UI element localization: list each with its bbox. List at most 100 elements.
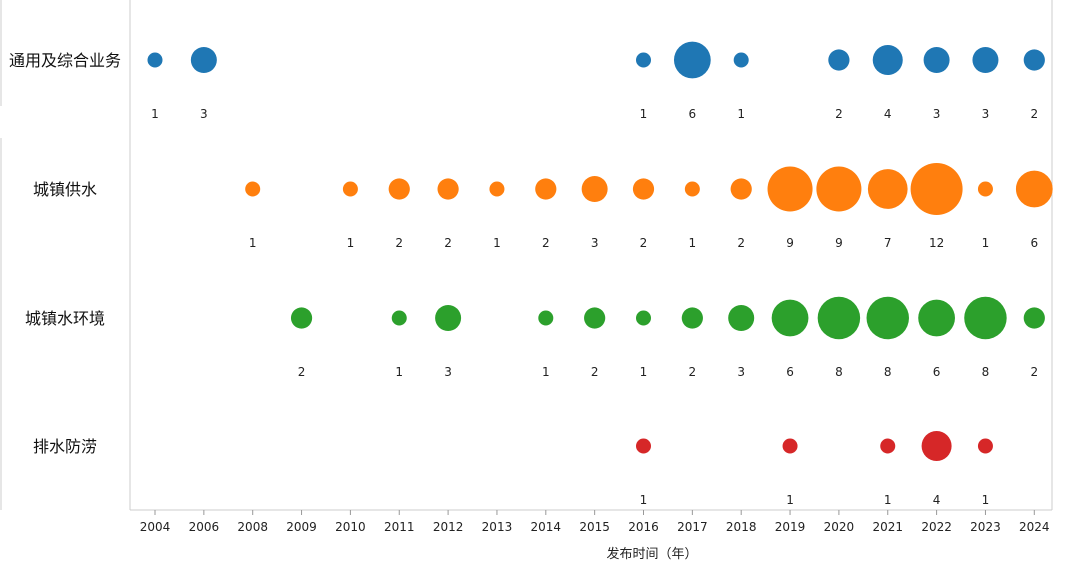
x-tick-label: 2009	[286, 520, 317, 534]
x-tick-label: 2016	[628, 520, 659, 534]
bubble-count-label: 2	[395, 236, 403, 250]
bubble	[782, 438, 798, 454]
bubble	[147, 52, 163, 68]
x-tick-label: 2024	[1019, 520, 1050, 534]
bubble	[581, 176, 608, 202]
bubble-count-label: 3	[444, 365, 452, 379]
x-tick-label: 2022	[921, 520, 952, 534]
bubble-count-label: 1	[249, 236, 257, 250]
bubble-count-label: 1	[395, 365, 403, 379]
bubble-count-label: 2	[1030, 107, 1038, 121]
bubble-count-label: 1	[786, 493, 794, 507]
bubble-count-label: 1	[640, 365, 648, 379]
x-tick-label: 2012	[433, 520, 464, 534]
bubble	[977, 438, 993, 454]
bubble	[977, 181, 993, 197]
bubble	[866, 296, 909, 340]
bubble-layer	[147, 41, 1053, 462]
bubble-count-label: 7	[884, 236, 892, 250]
bubble	[923, 47, 950, 73]
bubble	[828, 49, 850, 71]
x-tick-label: 2011	[384, 520, 415, 534]
bubble	[733, 52, 749, 68]
bubble	[635, 52, 652, 68]
bubble	[673, 41, 711, 79]
x-tick-label: 2014	[531, 520, 562, 534]
bubble	[342, 181, 358, 197]
bubble	[391, 310, 407, 326]
bubble	[910, 163, 963, 215]
x-tick-label: 2020	[824, 520, 855, 534]
bubble-count-label: 2	[689, 365, 697, 379]
bubble-count-label: 3	[933, 107, 941, 121]
x-tick-label: 2010	[335, 520, 366, 534]
bubble-count-label: 4	[933, 493, 941, 507]
bubble	[918, 299, 955, 337]
bubble	[635, 438, 652, 454]
bubble	[435, 305, 462, 331]
axis-layer	[0, 0, 1053, 515]
bubble-count-label: 6	[933, 365, 941, 379]
bubble-count-label: 6	[786, 365, 794, 379]
bubble-count-label: 8	[835, 365, 843, 379]
bubble-count-label: 2	[737, 236, 745, 250]
bubble-count-label: 6	[1030, 236, 1038, 250]
bubble	[817, 296, 861, 340]
bubble	[816, 166, 862, 212]
bubble	[921, 430, 952, 462]
bubble-count-label: 2	[640, 236, 648, 250]
bubble-count-label: 1	[640, 493, 648, 507]
bubble-count-label: 9	[786, 236, 794, 250]
bubble	[437, 178, 459, 200]
bubble-count-label: 9	[835, 236, 843, 250]
x-tick-label: 2019	[775, 520, 806, 534]
bubble	[538, 310, 554, 326]
x-tick-label: 2023	[970, 520, 1001, 534]
bubble-count-label: 2	[542, 236, 550, 250]
category-label: 城镇水环境	[25, 309, 105, 328]
bubble-count-label: 4	[884, 107, 892, 121]
bubble-count-label: 8	[884, 365, 892, 379]
bubble-count-label: 1	[640, 107, 648, 121]
bubble	[635, 310, 652, 326]
bubble-count-label: 1	[347, 236, 355, 250]
label-layer: 2004 2006 2008 2009 2010 2011 2012 2013 2014 2015…	[9, 51, 1050, 534]
bubble-count-label: 1	[737, 107, 745, 121]
bubble	[290, 307, 313, 329]
bubble-count-label: 2	[298, 365, 306, 379]
bubble	[489, 181, 505, 197]
x-tick-label: 2017	[677, 520, 708, 534]
bubble	[1023, 49, 1045, 71]
bubble-count-label: 8	[982, 365, 990, 379]
bubble-count-label: 2	[835, 107, 843, 121]
bubble-count-label: 1	[151, 107, 159, 121]
bubble	[867, 169, 908, 209]
bubble	[771, 299, 809, 337]
bubble-count-label: 3	[982, 107, 990, 121]
bubble	[730, 178, 752, 200]
x-tick-label: 2013	[482, 520, 513, 534]
bubble-count-label: 2	[591, 365, 599, 379]
bubble-count-label: 12	[929, 236, 944, 250]
x-tick-label: 2021	[872, 520, 903, 534]
bubble-count-label: 1	[689, 236, 697, 250]
bubble-count-label: 6	[689, 107, 697, 121]
bubble-count-label: 1	[982, 493, 990, 507]
bubble-count-label: 2	[444, 236, 452, 250]
bubble-count-label: 3	[200, 107, 208, 121]
x-tick-label: 2015	[579, 520, 610, 534]
bubble	[681, 307, 703, 329]
bubble	[872, 44, 903, 76]
category-label: 通用及综合业务	[9, 51, 121, 70]
bubble	[632, 178, 655, 200]
bubble-count-label: 3	[737, 365, 745, 379]
bubble	[388, 178, 410, 200]
bubble	[684, 181, 700, 197]
x-tick-label: 2018	[726, 520, 757, 534]
bubble-count-label: 3	[591, 236, 599, 250]
bubble	[964, 296, 1007, 340]
category-label: 排水防涝	[33, 437, 97, 456]
bubble	[728, 305, 755, 331]
category-label: 城镇供水	[33, 180, 97, 199]
